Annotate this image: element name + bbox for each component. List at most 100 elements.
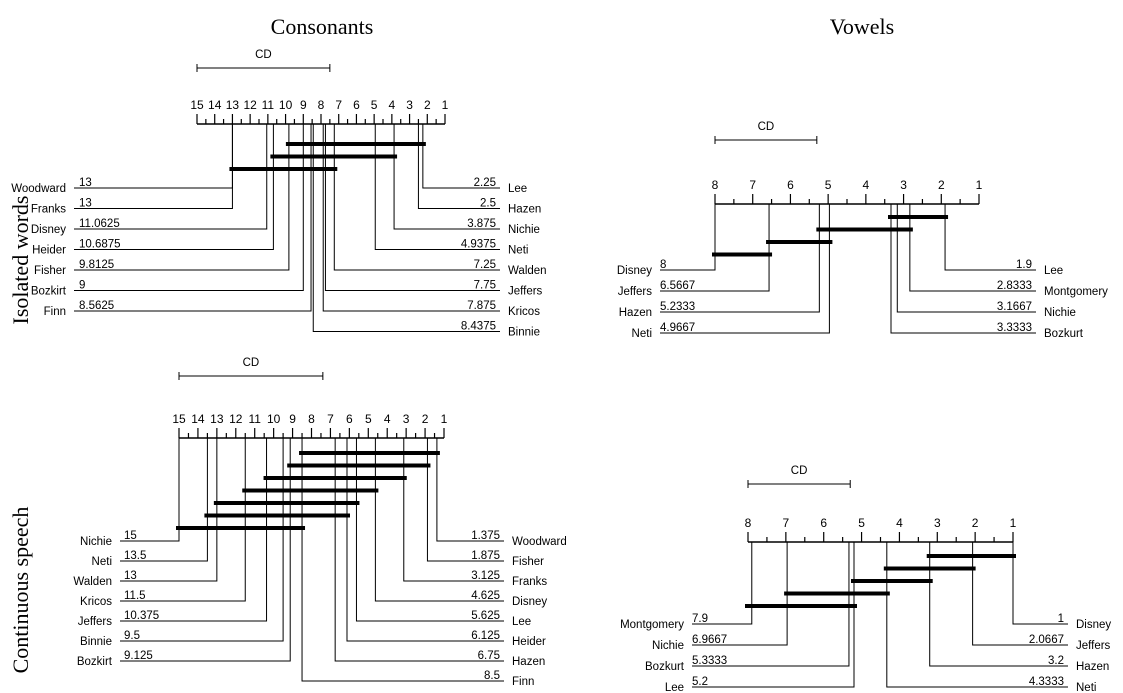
treatment-connector bbox=[346, 438, 504, 642]
treatment-name: Bozkurt bbox=[645, 661, 685, 673]
column-header-consonants: Consonants bbox=[271, 14, 374, 39]
treatment-name: Walden bbox=[73, 576, 112, 588]
rank-value-label: 2.5 bbox=[480, 198, 496, 210]
rank-value-label: 4.3333 bbox=[1029, 676, 1064, 688]
axis-tick-label: 5 bbox=[825, 178, 832, 192]
axis-tick-label: 1 bbox=[976, 178, 983, 192]
treatment-name: Finn bbox=[512, 676, 534, 688]
treatment-name: Nichie bbox=[508, 224, 540, 236]
treatment-name: Jeffers bbox=[78, 616, 113, 628]
treatment-name: Fisher bbox=[34, 265, 66, 277]
cd-panel-consonants-continuous: 15 14 13 12 11 10 9 8 7 6 5 4 3 2 1 CD Nichie 15 Neti 13.5 W… bbox=[73, 357, 566, 688]
axis-tick-label: 3 bbox=[900, 178, 907, 192]
axis-tick-label: 5 bbox=[365, 412, 372, 426]
treatment-name: Nichie bbox=[652, 640, 684, 652]
axis-tick-label: 11 bbox=[262, 98, 275, 112]
axis-tick-label: 13 bbox=[226, 98, 240, 112]
treatment-name: Lee bbox=[1044, 265, 1063, 277]
row-header-continuous-speech: Continuous speech bbox=[8, 507, 33, 674]
treatment-connector bbox=[426, 438, 504, 562]
axis-tick-label: 8 bbox=[318, 98, 325, 112]
rank-value-label: 8 bbox=[660, 259, 666, 271]
rank-value-label: 6.75 bbox=[478, 650, 500, 662]
rank-value-label: 3.1667 bbox=[997, 301, 1032, 313]
axis-tick-label: 7 bbox=[783, 516, 790, 530]
cd-label: CD bbox=[243, 357, 260, 369]
rank-value-label: 5.625 bbox=[471, 610, 500, 622]
treatment-connector bbox=[312, 124, 500, 332]
rank-value-label: 3.3333 bbox=[997, 322, 1032, 334]
treatment-connector bbox=[74, 124, 233, 209]
treatment-connector bbox=[692, 542, 788, 646]
cd-label: CD bbox=[791, 465, 808, 477]
axis-tick-label: 3 bbox=[934, 516, 941, 530]
rank-value-label: 1.875 bbox=[471, 550, 500, 562]
axis-tick-label: 7 bbox=[335, 98, 342, 112]
axis-tick-label: 5 bbox=[858, 516, 865, 530]
treatment-connector bbox=[322, 124, 500, 312]
axis-tick-label: 9 bbox=[289, 412, 296, 426]
treatment-name: Bozkurt bbox=[1044, 328, 1084, 340]
treatment-connector bbox=[929, 542, 1068, 667]
rank-value-label: 9.8125 bbox=[79, 259, 114, 271]
axis-tick-label: 2 bbox=[422, 412, 429, 426]
axis-tick-label: 15 bbox=[172, 412, 186, 426]
rank-value-label: 6.125 bbox=[471, 630, 500, 642]
treatment-name: Neti bbox=[508, 245, 528, 257]
treatment-connector bbox=[972, 542, 1068, 646]
treatment-connector bbox=[74, 124, 312, 312]
treatment-connector bbox=[944, 204, 1036, 271]
treatment-name: Kricos bbox=[80, 596, 112, 608]
treatment-name: Bozkirt bbox=[31, 286, 67, 298]
cd-label: CD bbox=[255, 49, 272, 61]
treatment-connector bbox=[120, 438, 218, 582]
rank-value-label: 9 bbox=[79, 280, 85, 292]
treatment-name: Heider bbox=[512, 636, 546, 648]
axis-tick-label: 2 bbox=[972, 516, 979, 530]
rank-value-label: 9.125 bbox=[124, 650, 153, 662]
axis-tick-label: 13 bbox=[210, 412, 224, 426]
rank-value-label: 13 bbox=[79, 177, 92, 189]
axis-tick-label: 6 bbox=[820, 516, 827, 530]
rank-value-label: 8.5 bbox=[484, 670, 500, 682]
treatment-connector bbox=[660, 204, 820, 313]
treatment-name: Lee bbox=[512, 616, 531, 628]
cd-panel-vowels-isolated: 8 7 6 5 4 3 2 1 CD Disney 8 Jeffers 6.5667 Hazen 5.233… bbox=[617, 121, 1108, 340]
rank-value-label: 15 bbox=[124, 530, 137, 542]
axis-tick-label: 6 bbox=[787, 178, 794, 192]
treatment-name: Lee bbox=[665, 682, 684, 693]
treatment-connector bbox=[886, 542, 1068, 688]
treatment-name: Lee bbox=[508, 183, 527, 195]
axis-tick-label: 1 bbox=[441, 412, 448, 426]
axis-tick-label: 4 bbox=[389, 98, 396, 112]
rank-value-label: 5.3333 bbox=[692, 655, 727, 667]
rank-value-label: 6.5667 bbox=[660, 280, 695, 292]
treatment-connector bbox=[436, 438, 504, 542]
treatment-connector bbox=[692, 542, 850, 667]
treatment-connector bbox=[660, 204, 716, 271]
axis-tick-label: 12 bbox=[243, 98, 257, 112]
treatment-name: Heider bbox=[32, 245, 66, 257]
column-header-vowels: Vowels bbox=[830, 14, 894, 39]
treatment-connector bbox=[909, 204, 1036, 292]
treatment-name: Franks bbox=[31, 204, 66, 216]
treatment-connector bbox=[120, 438, 208, 562]
rank-value-label: 11.0625 bbox=[79, 218, 120, 230]
treatment-connector bbox=[74, 124, 304, 291]
treatment-connector bbox=[74, 124, 233, 189]
axis-tick-label: 8 bbox=[745, 516, 752, 530]
rank-value-label: 10.375 bbox=[124, 610, 159, 622]
treatment-connector bbox=[74, 124, 274, 250]
treatment-name: Neti bbox=[92, 556, 112, 568]
axis-tick-label: 4 bbox=[863, 178, 870, 192]
treatment-name: Binnie bbox=[508, 327, 540, 339]
treatment-name: Hazen bbox=[1076, 661, 1109, 673]
treatment-name: Disney bbox=[1076, 619, 1111, 631]
rank-value-label: 4.9375 bbox=[461, 239, 496, 251]
treatment-name: Neti bbox=[632, 328, 652, 340]
treatment-connector bbox=[120, 438, 268, 622]
rank-value-label: 2.8333 bbox=[997, 280, 1032, 292]
treatment-connector bbox=[120, 438, 246, 602]
